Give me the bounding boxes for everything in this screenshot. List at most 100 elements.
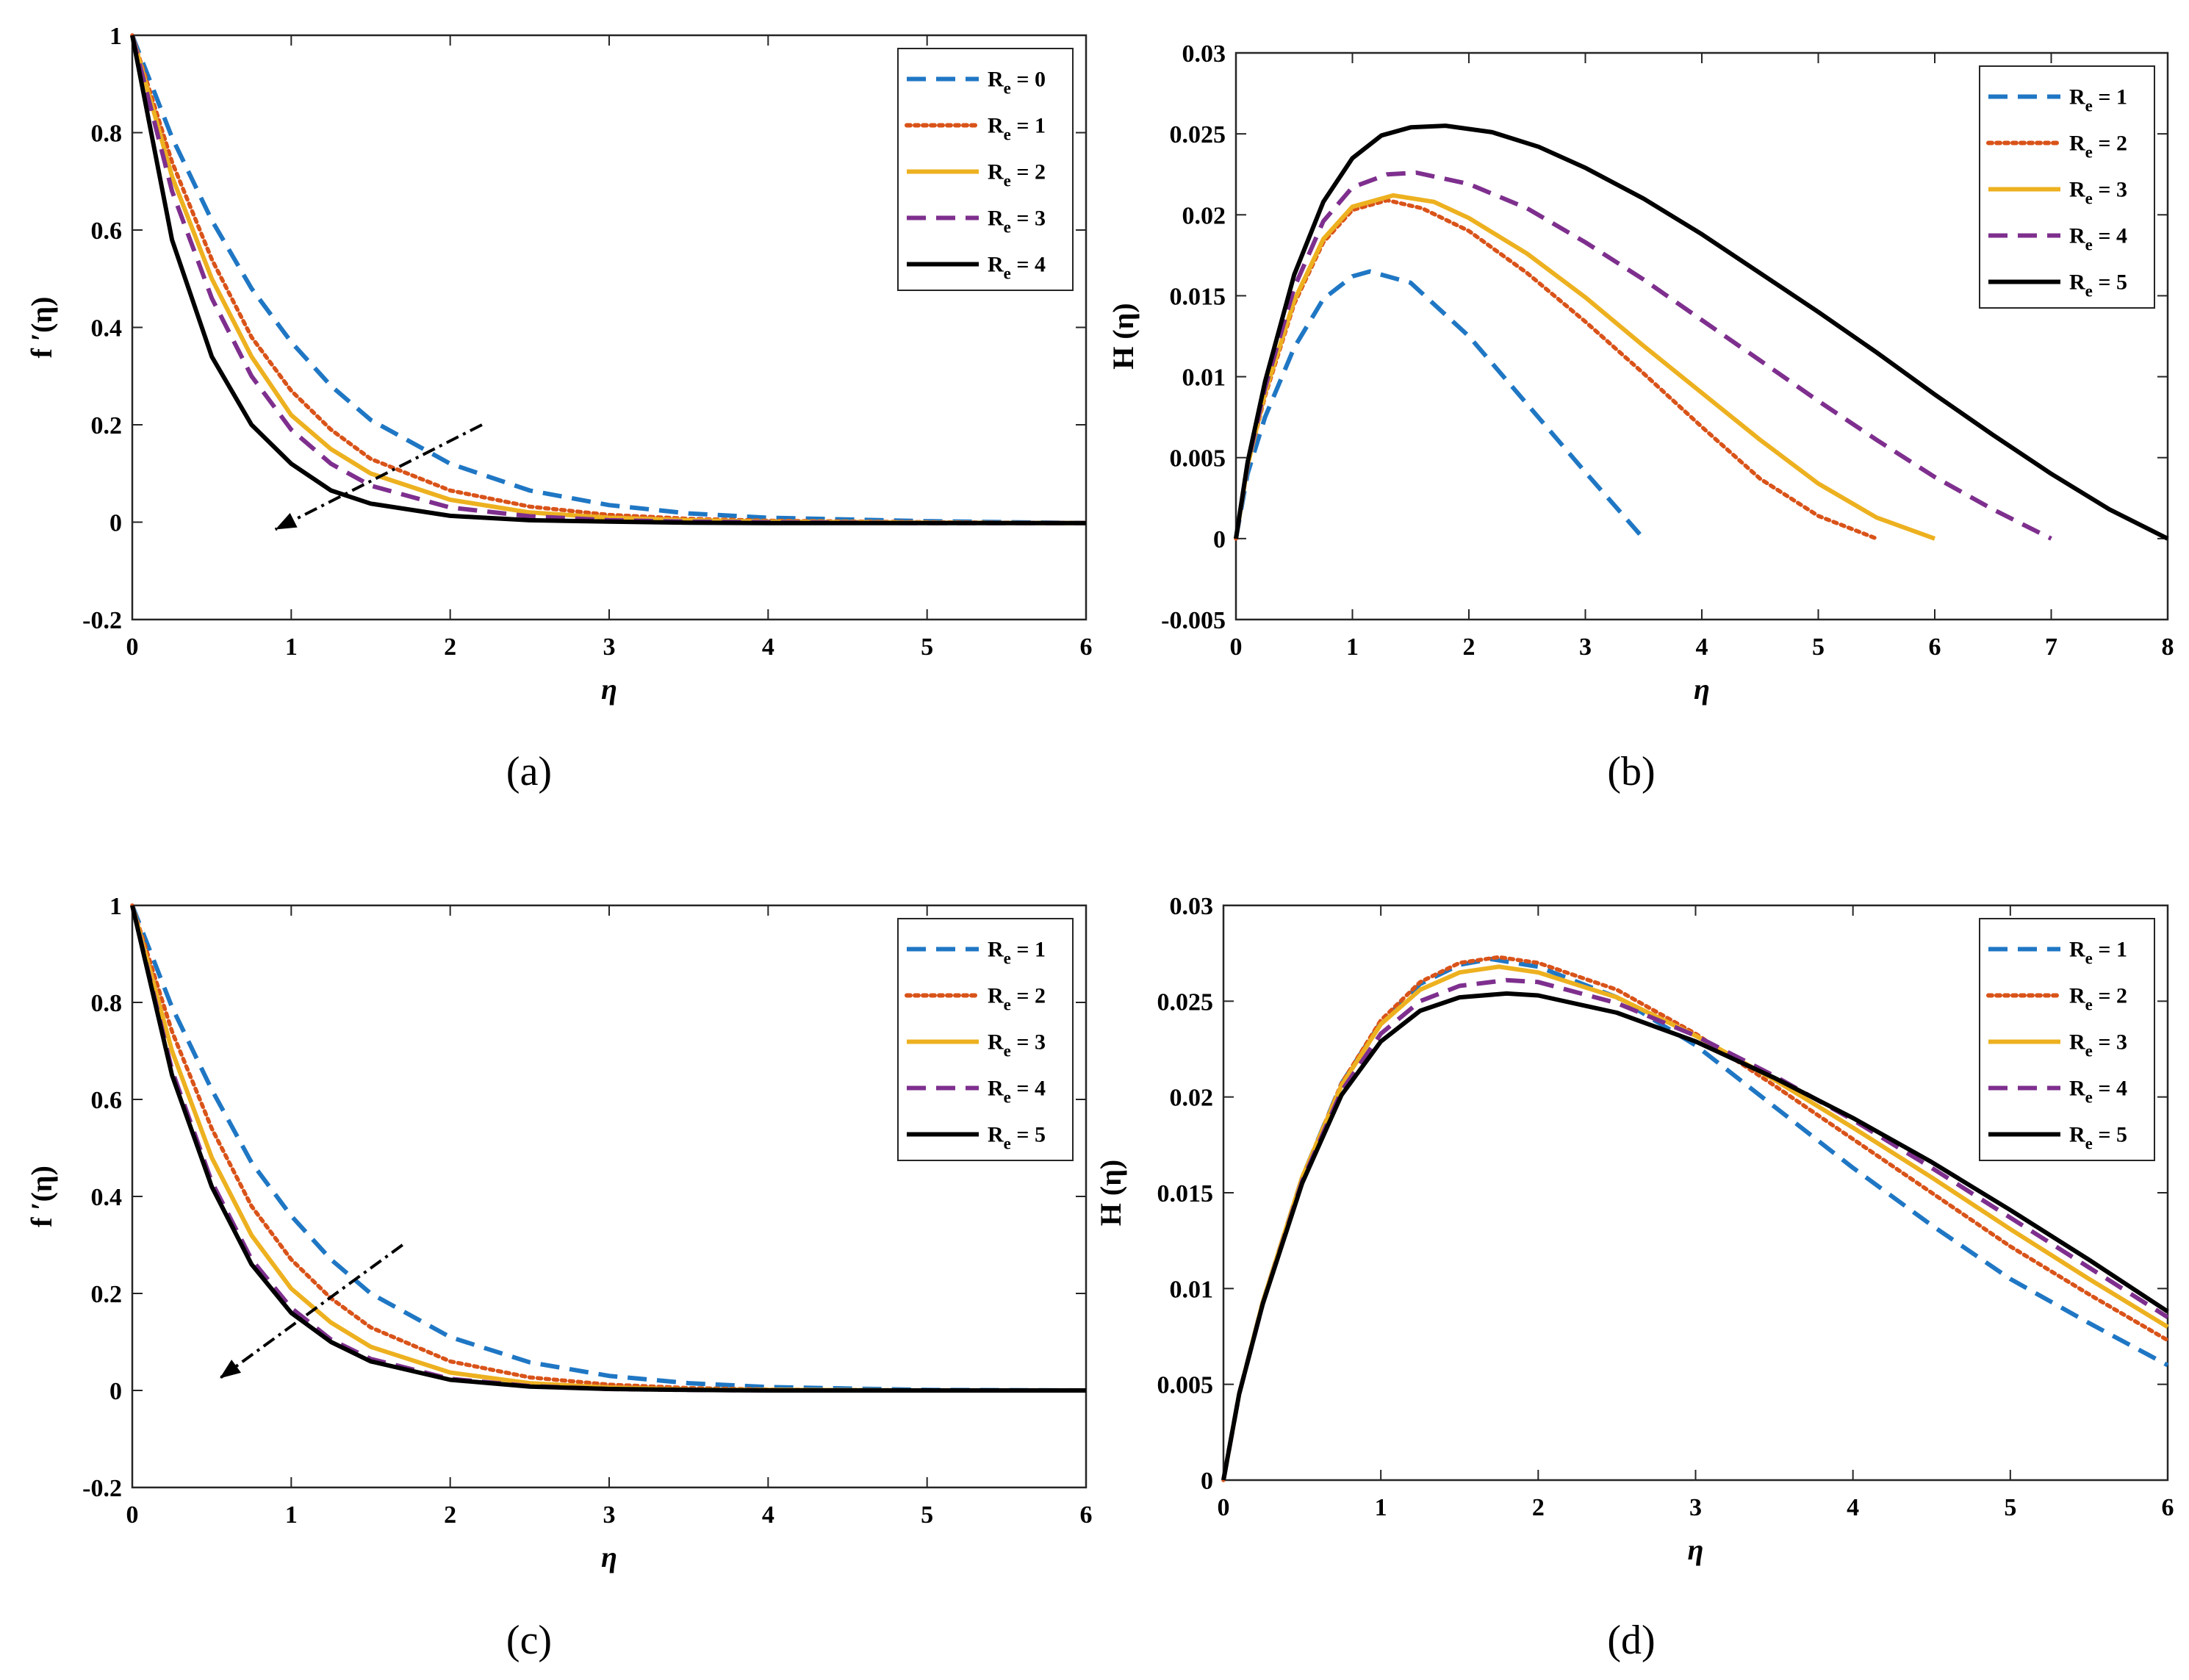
legend-value: = 4 — [2093, 224, 2127, 248]
y-tick-label: 1 — [109, 23, 122, 50]
y-tick-label: -0.2 — [82, 1475, 122, 1502]
legend-symbol: R — [2069, 224, 2085, 248]
legend-symbol: R — [988, 1030, 1004, 1055]
y-tick-label: 0.2 — [91, 1281, 123, 1308]
legend-value: = 1 — [1011, 114, 1046, 138]
legend-subscript: e — [2085, 282, 2093, 301]
legend-symbol: R — [2069, 1077, 2085, 1101]
panel-caption: (c) — [506, 1618, 552, 1663]
y-tick-label: 0 — [1213, 526, 1226, 553]
legend-value: = 3 — [1011, 207, 1046, 231]
legend-entry: Re = 2 — [2069, 132, 2127, 162]
y-tick-label: 0.005 — [1170, 445, 1226, 473]
legend-subscript: e — [2085, 190, 2093, 208]
legend-entry: Re = 5 — [988, 1123, 1046, 1153]
legend-entry: Re = 2 — [2069, 984, 2127, 1014]
x-tick-label: 3 — [1689, 1494, 1702, 1521]
x-tick-label: 2 — [1463, 633, 1475, 661]
panel-b: 0 1 2 3 4 5 6 7 8-0.00500.0050.010.0150.020.0250… — [1107, 40, 2174, 794]
x-axis-label: η — [1688, 1533, 1704, 1566]
legend-entry: Re = 2 — [988, 160, 1046, 190]
legend-entry: Re = 3 — [988, 207, 1046, 237]
x-tick-label: 1 — [285, 1501, 298, 1529]
panel-caption: (d) — [1607, 1618, 1655, 1663]
y-tick-label: -0.2 — [82, 607, 122, 634]
y-tick-label: 0.01 — [1170, 1276, 1214, 1303]
legend-entry: Re = 3 — [988, 1030, 1046, 1060]
panel-caption: (a) — [506, 749, 552, 794]
series-line-c-0 — [130, 904, 1087, 1393]
legend-value: = 2 — [2093, 984, 2127, 1008]
trend-arrow-shaft — [274, 423, 483, 531]
x-tick-label: 1 — [1346, 633, 1359, 661]
legend-symbol: R — [988, 68, 1004, 92]
legend-entry: Re = 2 — [988, 984, 1046, 1014]
legend: Re = 1Re = 2Re = 3Re = 4Re = 5 — [897, 918, 1074, 1161]
legend-symbol: R — [988, 984, 1004, 1008]
y-tick-label: 0.8 — [91, 121, 123, 148]
legend-subscript: e — [2085, 97, 2093, 115]
legend-symbol: R — [2069, 1123, 2085, 1147]
legend-entry: Re = 4 — [988, 253, 1046, 283]
legend-value: = 1 — [1011, 938, 1046, 962]
legend-entry: Re = 1 — [988, 938, 1046, 968]
legend-symbol: R — [988, 938, 1004, 962]
legend-value: = 4 — [2093, 1077, 2127, 1101]
x-tick-label: 1 — [1375, 1494, 1387, 1521]
legend-subscript: e — [1004, 950, 1011, 968]
legend: Re = 1Re = 2Re = 3Re = 4Re = 5 — [1979, 65, 2155, 309]
legend-subscript: e — [2085, 950, 2093, 968]
legend: Re = 0Re = 1Re = 2Re = 3Re = 4 — [897, 48, 1074, 291]
series-line-b-4 — [1234, 123, 2169, 541]
y-tick-label: 0.2 — [91, 412, 123, 439]
x-tick-label: 5 — [1812, 633, 1825, 661]
series-line-b-0 — [1234, 269, 1646, 540]
x-tick-label: 3 — [603, 633, 616, 661]
legend: Re = 1Re = 2Re = 3Re = 4Re = 5 — [1979, 918, 2155, 1161]
y-tick-label: 0.6 — [91, 218, 123, 245]
panel-caption: (b) — [1607, 749, 1655, 794]
x-axis-label: η — [601, 672, 617, 706]
series-line-a-4 — [130, 35, 1086, 525]
legend-entry: Re = 0 — [988, 68, 1046, 98]
x-tick-label: 6 — [1929, 633, 1941, 661]
x-tick-label: 6 — [1080, 1501, 1093, 1529]
legend-symbol: R — [988, 1077, 1004, 1101]
y-tick-label: 0 — [109, 510, 122, 537]
y-axis-label: H (η) — [1094, 1160, 1127, 1226]
x-tick-label: 0 — [126, 633, 139, 661]
legend-value: = 4 — [1011, 1077, 1046, 1101]
legend-subscript: e — [2085, 236, 2093, 254]
x-tick-label: 5 — [921, 1501, 933, 1529]
legend-value: = 5 — [2093, 1123, 2127, 1147]
legend-symbol: R — [988, 1123, 1004, 1147]
y-tick-label: 0 — [109, 1378, 122, 1405]
series-line-d-4 — [1221, 991, 2169, 1481]
legend-value: = 5 — [2093, 270, 2127, 295]
legend-value: = 1 — [2093, 938, 2127, 962]
x-tick-label: 3 — [1579, 633, 1592, 661]
trend-arrow-head — [219, 1360, 242, 1379]
legend-subscript: e — [1004, 265, 1011, 283]
legend-symbol: R — [2069, 132, 2085, 156]
legend-symbol: R — [2069, 270, 2085, 295]
legend-subscript: e — [1004, 1135, 1011, 1153]
legend-symbol: R — [2069, 938, 2085, 962]
y-tick-label: 0.4 — [91, 1184, 123, 1211]
series-line-d-0 — [1221, 957, 2169, 1481]
legend-value: = 1 — [2093, 85, 2127, 110]
legend-symbol: R — [988, 207, 1004, 231]
x-tick-label: 7 — [2045, 633, 2057, 661]
legend-value: = 3 — [2093, 178, 2127, 202]
y-axis-label: f ′(η) — [25, 1166, 58, 1227]
legend-symbol: R — [988, 160, 1004, 184]
series-line-d-3 — [1221, 977, 2169, 1481]
x-tick-label: 3 — [603, 1501, 616, 1529]
legend-symbol: R — [2069, 178, 2085, 202]
legend-value: = 5 — [1011, 1123, 1046, 1147]
legend-value: = 0 — [1011, 68, 1046, 92]
legend-subscript: e — [1004, 1088, 1011, 1107]
x-tick-label: 4 — [762, 633, 774, 661]
